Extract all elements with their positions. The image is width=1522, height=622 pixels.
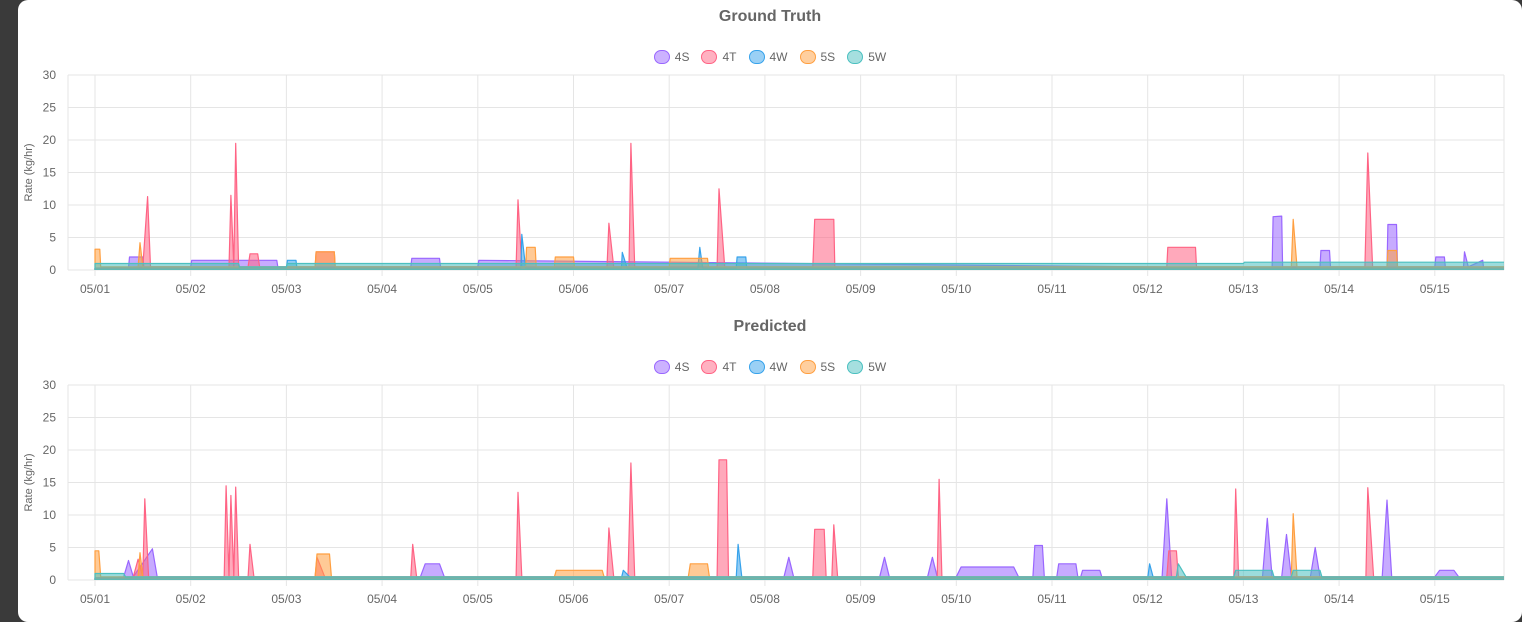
legend-item-4w[interactable]: 4W [748, 50, 788, 64]
x-tick-label: 05/10 [941, 592, 971, 606]
x-tick-label: 05/13 [1228, 282, 1258, 296]
y-tick-label: 5 [49, 231, 56, 245]
ground-truth-chart: 0 5 10 15 20 25 30 05/01 05/02 05/03 05/04 05/05 05/… [23, 68, 1505, 296]
legend-swatch-4s [653, 360, 670, 374]
legend-swatch-5w [847, 50, 864, 64]
x-tick-label: 05/03 [271, 282, 301, 296]
y-tick-label: 30 [43, 378, 57, 392]
x-tick-label: 05/03 [271, 592, 301, 606]
series-area-4t [94, 459, 1504, 580]
legend-item-4t[interactable]: 4T [701, 50, 737, 64]
x-tick-label: 05/07 [654, 282, 684, 296]
y-tick-label: 25 [43, 411, 57, 425]
legend-ground-truth: 4S 4T 4W 5S 5W [18, 50, 1522, 64]
legend-item-4s[interactable]: 4S [653, 360, 690, 374]
legend-item-4w[interactable]: 4W [748, 360, 788, 374]
x-tick-label: 05/06 [558, 592, 588, 606]
legend-swatch-5s [799, 360, 816, 374]
legend-item-4s[interactable]: 4S [653, 50, 690, 64]
x-tick-label: 05/10 [941, 282, 971, 296]
y-tick-label: 5 [49, 541, 56, 555]
series-area-5s [94, 513, 1504, 580]
series-area-4t [94, 142, 1504, 270]
legend-label-5s: 5S [820, 360, 836, 374]
y-tick-label: 15 [43, 166, 57, 180]
legend-label-4w: 4W [769, 360, 788, 374]
series-area-5w [94, 261, 1504, 270]
x-tick-label: 05/15 [1420, 592, 1450, 606]
x-tick-label: 05/15 [1420, 282, 1450, 296]
x-tick-label: 05/01 [80, 592, 110, 606]
legend-label-5w: 5W [868, 360, 887, 374]
predicted-chart: 0 5 10 15 20 25 30 05/01 05/02 05/03 05/04 05/05 05/… [23, 378, 1505, 606]
legend-label-5w: 5W [868, 50, 887, 64]
legend-label-4t: 4T [722, 360, 737, 374]
legend-predicted: 4S 4T 4W 5S 5W [18, 360, 1522, 374]
y-tick-label: 0 [49, 263, 56, 277]
legend-swatch-4w [748, 50, 765, 64]
series-group [94, 142, 1504, 270]
y-tick-label: 15 [43, 476, 57, 490]
legend-item-4t[interactable]: 4T [701, 360, 737, 374]
x-tick-label: 05/12 [1133, 282, 1163, 296]
y-tick-label: 20 [43, 133, 57, 147]
x-tick-label: 05/11 [1037, 282, 1066, 296]
y-axis-label: Rate (kg/hr) [23, 453, 35, 511]
y-tick-label: 10 [43, 508, 57, 522]
legend-swatch-4t [701, 360, 718, 374]
legend-label-5s: 5S [820, 50, 836, 64]
legend-swatch-5w [847, 360, 864, 374]
x-tick-label: 05/06 [558, 282, 588, 296]
x-tick-label: 05/04 [367, 282, 397, 296]
y-tick-label: 25 [43, 101, 57, 115]
x-tick-label: 05/11 [1037, 592, 1066, 606]
x-tick-label: 05/09 [846, 592, 876, 606]
x-tick-label: 05/09 [846, 282, 876, 296]
x-tick-label: 05/01 [80, 282, 110, 296]
x-tick-label: 05/02 [176, 282, 206, 296]
y-tick-label: 20 [43, 443, 57, 457]
x-tick-label: 05/08 [750, 282, 780, 296]
x-tick-label: 05/04 [367, 592, 397, 606]
x-tick-label: 05/02 [176, 592, 206, 606]
chart-title-ground-truth: Ground Truth [718, 8, 822, 25]
y-tick-label: 0 [49, 573, 56, 587]
x-tick-label: 05/14 [1324, 592, 1354, 606]
legend-label-4t: 4T [722, 50, 737, 64]
legend-swatch-4s [653, 50, 670, 64]
legend-swatch-4w [748, 360, 765, 374]
x-tick-label: 05/07 [654, 592, 684, 606]
series-area-5w [94, 563, 1504, 580]
legend-item-5s[interactable]: 5S [799, 360, 836, 374]
x-tick-label: 05/05 [463, 282, 493, 296]
legend-item-5s[interactable]: 5S [799, 50, 836, 64]
legend-label-4w: 4W [769, 50, 788, 64]
legend-label-4s: 4S [674, 360, 690, 374]
legend-item-5w[interactable]: 5W [847, 360, 886, 374]
legend-item-5w[interactable]: 5W [847, 50, 886, 64]
y-tick-label: 10 [43, 198, 57, 212]
series-group [94, 459, 1504, 580]
x-tick-label: 05/14 [1324, 282, 1354, 296]
legend-swatch-4t [701, 50, 718, 64]
x-tick-label: 05/05 [463, 592, 493, 606]
y-axis-label: Rate (kg/hr) [23, 143, 35, 201]
chart-card: Ground Truth 4S 4T 4W 5S 5W 0 5 10 15 20 25 30… [18, 0, 1522, 622]
series-area-4w [94, 233, 1504, 270]
legend-swatch-5s [799, 50, 816, 64]
y-tick-label: 30 [43, 68, 57, 82]
legend-label-4s: 4S [674, 50, 690, 64]
chart-title-predicted: Predicted [733, 318, 807, 335]
series-area-4s [94, 498, 1504, 580]
x-tick-label: 05/12 [1133, 592, 1163, 606]
x-tick-label: 05/08 [750, 592, 780, 606]
x-tick-label: 05/13 [1228, 592, 1258, 606]
